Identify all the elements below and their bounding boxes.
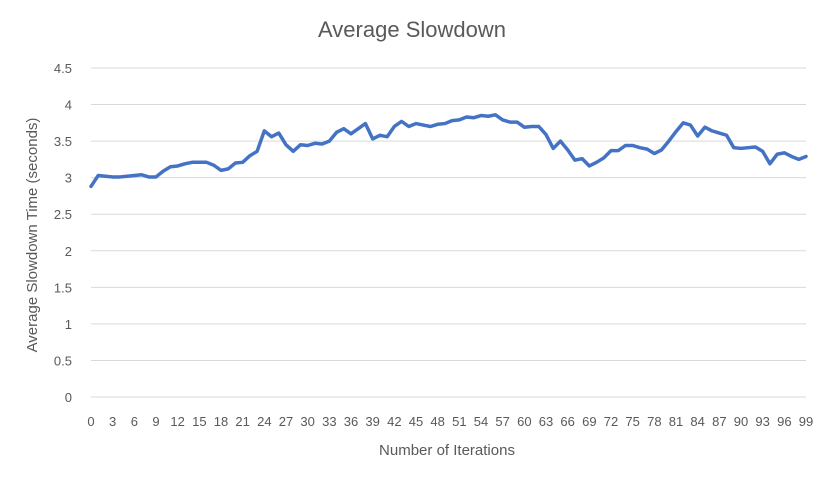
gridlines xyxy=(91,67,806,398)
x-tick-label: 42 xyxy=(387,414,401,429)
x-tick-label: 6 xyxy=(131,414,138,429)
x-tick-label: 30 xyxy=(300,414,314,429)
x-tick-label: 0 xyxy=(87,414,94,429)
chart-title: Average Slowdown xyxy=(318,17,506,42)
x-tick-label: 81 xyxy=(669,414,683,429)
y-tick-label: 1 xyxy=(65,317,72,332)
x-tick-label: 18 xyxy=(214,414,228,429)
x-tick-label: 51 xyxy=(452,414,466,429)
x-tick-label: 72 xyxy=(604,414,618,429)
x-tick-label: 90 xyxy=(734,414,748,429)
x-tick-label: 33 xyxy=(322,414,336,429)
x-tick-label: 15 xyxy=(192,414,206,429)
x-tick-label: 57 xyxy=(495,414,509,429)
x-tick-label: 9 xyxy=(152,414,159,429)
x-tick-label: 24 xyxy=(257,414,271,429)
x-tick-label: 78 xyxy=(647,414,661,429)
x-tick-label: 12 xyxy=(170,414,184,429)
x-tick-label: 69 xyxy=(582,414,596,429)
x-tick-label: 54 xyxy=(474,414,488,429)
x-tick-label: 27 xyxy=(279,414,293,429)
y-tick-label: 3.5 xyxy=(54,134,72,149)
x-tick-label: 60 xyxy=(517,414,531,429)
x-axis-ticks: 0 3 6 9 12 15 18 21 24 27 30 33 36 39 42 45 48 51 54 57 60 63… xyxy=(87,414,813,429)
x-axis-title: Number of Iterations xyxy=(379,442,515,459)
series-line xyxy=(89,113,808,189)
x-tick-label: 66 xyxy=(560,414,574,429)
y-tick-label: 0.5 xyxy=(54,353,72,368)
x-tick-label: 63 xyxy=(539,414,553,429)
x-tick-label: 21 xyxy=(235,414,249,429)
x-tick-label: 39 xyxy=(365,414,379,429)
y-tick-label: 4.5 xyxy=(54,61,72,76)
x-tick-label: 99 xyxy=(799,414,813,429)
x-tick-label: 45 xyxy=(409,414,423,429)
x-tick-label: 96 xyxy=(777,414,791,429)
x-tick-label: 48 xyxy=(430,414,444,429)
x-tick-label: 36 xyxy=(344,414,358,429)
y-tick-label: 4 xyxy=(65,98,72,113)
series-layer xyxy=(89,113,808,189)
y-tick-label: 3 xyxy=(65,171,72,186)
y-axis-title: Average Slowdown Time (seconds) xyxy=(24,118,41,353)
y-tick-label: 2 xyxy=(65,244,72,259)
y-tick-label: 2.5 xyxy=(54,207,72,222)
x-tick-label: 84 xyxy=(690,414,704,429)
y-tick-label: 0 xyxy=(65,390,72,405)
y-tick-label: 1.5 xyxy=(54,280,72,295)
x-tick-label: 3 xyxy=(109,414,116,429)
x-tick-label: 93 xyxy=(755,414,769,429)
y-axis-ticks: 0 0.5 1 1.5 2 2.5 3 3.5 4 4.5 xyxy=(54,61,72,405)
x-tick-label: 75 xyxy=(625,414,639,429)
x-tick-label: 87 xyxy=(712,414,726,429)
